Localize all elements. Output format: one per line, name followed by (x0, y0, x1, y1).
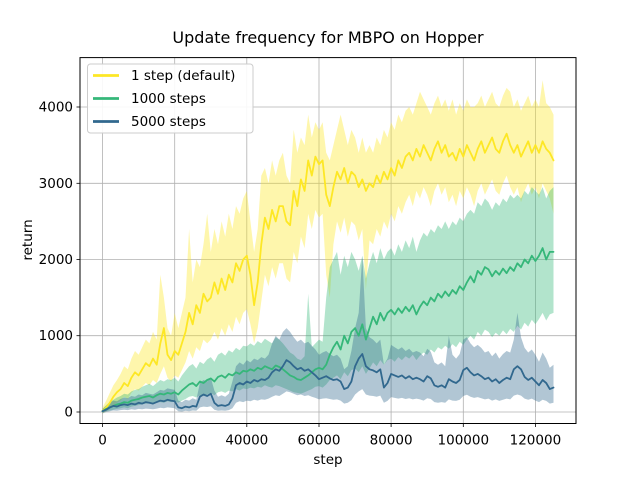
confidence-band-series-0 (102, 80, 554, 414)
y-tick-label: 0 (64, 405, 73, 421)
legend-label-1000-steps: 1000 steps (131, 91, 206, 107)
legend-label-5000-steps: 5000 steps (131, 114, 206, 130)
x-tick-label: 40000 (225, 433, 268, 449)
mean-line-series-1 (101, 247, 555, 413)
mean-line-series-0 (101, 132, 555, 412)
mean-line-series-2 (101, 353, 555, 413)
y-axis-label: return (20, 219, 36, 261)
legend: 1 step (default) 1000 steps 5000 steps (87, 63, 254, 134)
y-tick-label: 4000 (39, 100, 73, 116)
legend-label-1-step: 1 step (default) (131, 68, 235, 84)
confidence-band-series-1 (102, 187, 554, 413)
x-tick-label: 80000 (370, 433, 413, 449)
x-tick-label: 20000 (153, 433, 196, 449)
x-axis-label: step (313, 452, 343, 468)
confidence-band-series-2 (102, 255, 554, 414)
chart-title: Update frequency for MBPO on Hopper (172, 28, 484, 47)
y-tick-label: 3000 (39, 176, 73, 192)
x-tick-label: 120000 (510, 433, 562, 449)
legend-box (87, 63, 254, 134)
y-tick-label: 1000 (39, 328, 73, 344)
x-tick-label: 0 (98, 433, 107, 449)
y-tick-label: 2000 (39, 252, 73, 268)
axes-box (79, 57, 577, 424)
x-tick-label: 100000 (438, 433, 490, 449)
x-tick-label: 60000 (298, 433, 341, 449)
